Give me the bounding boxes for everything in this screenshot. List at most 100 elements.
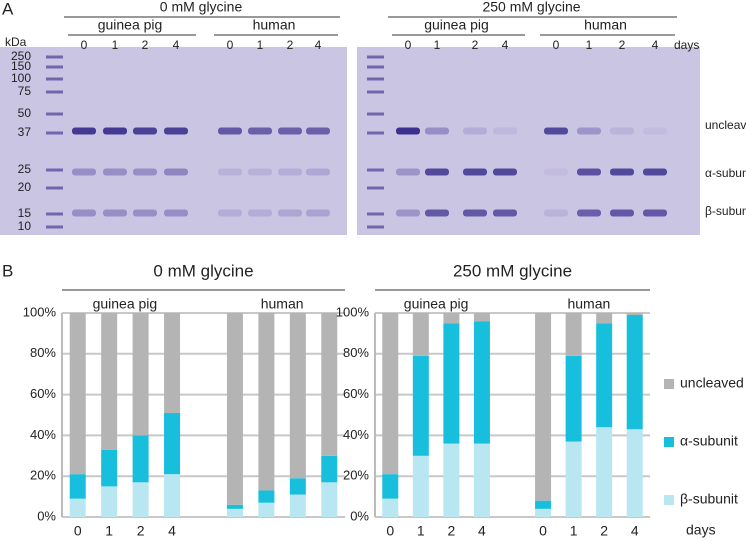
bar-segment xyxy=(412,313,429,356)
gel-band xyxy=(103,209,127,217)
gel-title: 250 mM glycine xyxy=(482,0,580,15)
gel-band xyxy=(278,127,302,135)
group-label: guinea pig xyxy=(424,17,489,33)
gel-band xyxy=(218,209,242,217)
ladder-label: 150 xyxy=(11,59,31,73)
x-tick-label: 4 xyxy=(631,523,639,539)
panel-label: B xyxy=(2,261,13,280)
legend-label: uncleaved xyxy=(680,375,744,391)
group-label: guinea pig xyxy=(93,296,158,312)
gel-band xyxy=(396,168,420,176)
y-tick-label: 80% xyxy=(343,345,369,360)
gel-band xyxy=(610,127,634,135)
ladder-band xyxy=(46,225,63,229)
gel-band xyxy=(72,127,96,135)
gel-band xyxy=(278,209,302,217)
legend-swatch xyxy=(664,379,674,389)
legend-label: α-subunit xyxy=(680,433,738,449)
bar-segment xyxy=(69,313,86,475)
gel-band xyxy=(544,209,568,217)
lane-label: 0 xyxy=(405,38,412,52)
lane-label: 2 xyxy=(287,38,294,52)
gel-band xyxy=(396,127,420,135)
ladder-band xyxy=(367,65,384,69)
gel-band xyxy=(218,127,242,135)
legend-swatch xyxy=(664,495,674,505)
x-axis-label: days xyxy=(686,522,716,538)
gel-band xyxy=(643,127,667,135)
ladder-label: 25 xyxy=(18,162,32,176)
ladder-band xyxy=(367,55,384,59)
bar-segment xyxy=(164,313,181,413)
gel-band xyxy=(544,168,568,176)
gel-band xyxy=(463,127,487,135)
y-tick-label: 20% xyxy=(343,468,369,483)
gel-band xyxy=(248,209,272,217)
bar-segment xyxy=(258,490,275,503)
gel-band xyxy=(425,168,449,176)
legend-label: β-subunit xyxy=(680,491,738,507)
x-tick-label: 4 xyxy=(478,523,486,539)
legend-swatch xyxy=(664,437,674,447)
lane-label: 1 xyxy=(112,38,119,52)
gel xyxy=(357,47,700,235)
lane-label: 0 xyxy=(227,38,234,52)
bar-segment xyxy=(596,427,613,517)
ladder-band xyxy=(367,225,384,229)
gel xyxy=(0,47,347,235)
ladder-band xyxy=(46,77,63,81)
bar-segment xyxy=(258,313,275,491)
gel-band xyxy=(577,127,601,135)
bar-segment xyxy=(226,504,243,509)
bar-segment xyxy=(289,478,306,495)
lane-label: 2 xyxy=(142,38,149,52)
ladder-band xyxy=(367,212,384,216)
gel-band xyxy=(493,168,517,176)
ladder-label: 100 xyxy=(11,71,31,85)
bar-segment xyxy=(69,474,86,499)
lane-label: 4 xyxy=(652,38,659,52)
bar-segment xyxy=(321,313,338,456)
ladder-label: 10 xyxy=(18,219,32,233)
bar-segment xyxy=(164,474,181,517)
bar-segment xyxy=(132,435,149,483)
group-label: guinea pig xyxy=(404,296,469,312)
y-tick-label: 60% xyxy=(343,386,369,401)
gel-band xyxy=(425,209,449,217)
x-tick-label: 0 xyxy=(539,523,547,539)
ladder-band xyxy=(46,90,63,94)
gel-band xyxy=(248,127,272,135)
gel-band xyxy=(463,209,487,217)
bar-segment xyxy=(626,313,643,316)
kda-label: kDa xyxy=(5,35,27,49)
bar-segment xyxy=(473,443,490,517)
gel-band xyxy=(103,168,127,176)
ladder-band xyxy=(46,65,63,69)
bar-segment xyxy=(535,500,552,509)
gel-band xyxy=(278,168,302,176)
gel-band xyxy=(164,209,188,217)
bar-segment xyxy=(226,313,243,505)
bar-segment xyxy=(69,498,86,517)
band-label: α-subunit xyxy=(705,166,746,180)
gel-band xyxy=(463,168,487,176)
y-tick-label: 100% xyxy=(23,304,57,319)
lane-label: 4 xyxy=(315,38,322,52)
y-tick-label: 80% xyxy=(30,345,56,360)
x-tick-label: 1 xyxy=(570,523,578,539)
bar-segment xyxy=(626,429,643,517)
ladder-band xyxy=(367,168,384,172)
bar-segment xyxy=(473,313,490,322)
bar-segment xyxy=(321,482,338,517)
bar-segment xyxy=(565,313,582,356)
bar-segment xyxy=(412,355,429,456)
y-tick-label: 60% xyxy=(30,386,56,401)
bar-segment xyxy=(443,323,460,444)
ladder-band xyxy=(46,212,63,216)
y-tick-label: 0% xyxy=(350,508,369,523)
gel-band xyxy=(577,168,601,176)
gel-band xyxy=(164,168,188,176)
bar-segment xyxy=(535,508,552,517)
gel-band xyxy=(306,209,330,217)
